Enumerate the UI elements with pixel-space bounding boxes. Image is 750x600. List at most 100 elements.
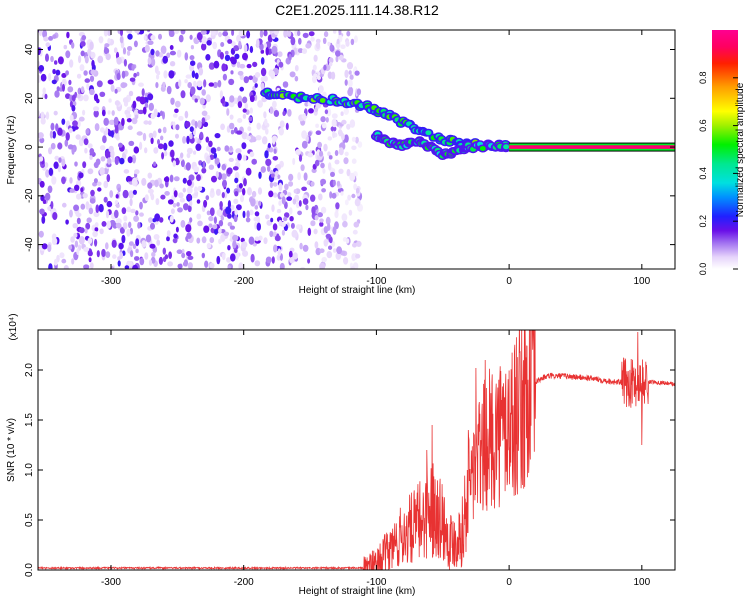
noise-blob [132, 100, 137, 109]
noise-blob [72, 120, 78, 127]
band-lower-core [479, 146, 486, 151]
noise-blob [340, 191, 344, 196]
noise-blob [144, 102, 149, 109]
noise-blob [181, 248, 185, 254]
noise-blob [107, 79, 114, 85]
noise-blob [319, 248, 325, 253]
noise-blob [273, 30, 280, 35]
noise-blob [102, 135, 107, 144]
noise-blob [38, 74, 41, 84]
noise-blob [173, 30, 180, 35]
noise-blob [336, 38, 340, 45]
noise-blob [273, 110, 280, 117]
noise-blob [190, 45, 194, 50]
noise-blob [55, 123, 59, 132]
noise-blob [298, 154, 303, 162]
noise-blob [157, 143, 164, 150]
noise-blob [69, 177, 73, 184]
noise-blob [39, 208, 45, 215]
noise-blob [159, 110, 164, 116]
noise-blob [329, 191, 333, 199]
noise-blob [163, 150, 168, 157]
noise-blob [147, 30, 151, 33]
noise-blob [80, 203, 86, 210]
noise-blob [353, 221, 360, 228]
noise-blob [294, 75, 299, 82]
noise-blob [227, 222, 233, 227]
noise-blob [193, 150, 197, 155]
noise-blob [253, 94, 258, 102]
noise-blob [356, 240, 362, 247]
noise-blob [106, 200, 113, 208]
noise-blob [260, 49, 265, 54]
noise-blob [246, 63, 252, 69]
noise-blob [208, 82, 214, 87]
noise-blob [254, 83, 258, 88]
noise-blob [224, 54, 231, 62]
noise-blob [235, 148, 242, 154]
noise-blob [79, 227, 85, 234]
noise-blob [208, 164, 215, 170]
noise-blob [93, 161, 99, 169]
noise-blob [127, 33, 133, 40]
noise-blob [248, 116, 253, 122]
noise-blob [329, 61, 333, 67]
noise-blob [193, 166, 200, 173]
noise-blob [351, 145, 357, 151]
noise-blob [125, 113, 132, 119]
snr-frame [37, 329, 676, 571]
noise-blob [206, 40, 212, 46]
noise-blob [88, 257, 92, 263]
noise-blob [61, 158, 66, 167]
noise-blob [121, 117, 125, 127]
noise-blob [72, 101, 77, 107]
noise-blob [132, 157, 136, 164]
noise-blob [142, 132, 147, 142]
noise-blob [328, 245, 333, 250]
noise-blob [172, 203, 177, 208]
noise-blob [162, 247, 166, 255]
snr-series-line [38, 330, 675, 570]
noise-blob [89, 198, 96, 204]
noise-blob [234, 208, 238, 217]
noise-blob [194, 136, 198, 142]
noise-blob [88, 207, 94, 215]
noise-blob [328, 57, 334, 64]
noise-blob [292, 198, 297, 205]
noise-blob [210, 30, 216, 36]
noise-blob [141, 240, 147, 248]
noise-blob [64, 139, 69, 147]
noise-blob [303, 172, 308, 181]
noise-blob [90, 69, 96, 75]
noise-blob [90, 51, 96, 59]
noise-blob [69, 94, 73, 102]
noise-blob [282, 110, 286, 116]
noise-blob [103, 180, 109, 189]
noise-blob [180, 159, 185, 168]
noise-blob [291, 229, 298, 238]
noise-blob [162, 81, 166, 88]
noise-blob [170, 97, 175, 106]
noise-blob [219, 90, 223, 99]
noise-blob [208, 62, 215, 70]
noise-blob [272, 100, 277, 109]
noise-blob [78, 172, 84, 179]
noise-blob [242, 250, 249, 257]
noise-blob [168, 251, 173, 259]
noise-blob [182, 177, 187, 184]
noise-blob [76, 73, 82, 79]
noise-blob [177, 263, 183, 269]
noise-blob [203, 79, 207, 88]
noise-blob [230, 129, 235, 135]
noise-blob [216, 255, 221, 265]
noise-blob [196, 213, 202, 220]
noise-blob [181, 252, 186, 259]
noise-blob [164, 191, 170, 196]
noise-blob [117, 260, 121, 267]
noise-blob [315, 41, 321, 50]
noise-blob [65, 132, 70, 141]
noise-blob [38, 30, 43, 37]
noise-blob [150, 222, 155, 230]
noise-blob [129, 77, 136, 82]
noise-blob [214, 133, 221, 139]
